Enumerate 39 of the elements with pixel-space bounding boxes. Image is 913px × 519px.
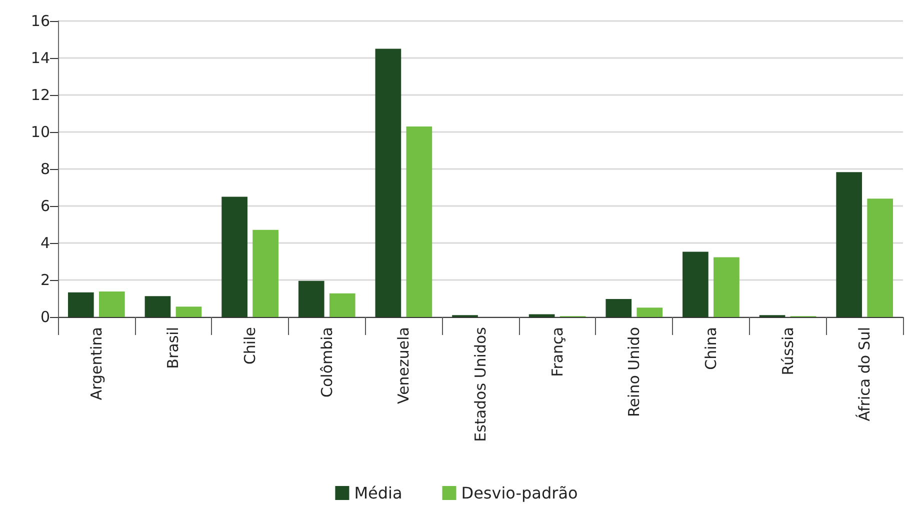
bar [406,126,432,317]
bar [298,280,324,317]
y-tick-label: 14 [30,49,50,67]
y-tick-label: 16 [30,12,50,30]
y-tick-label: 4 [40,234,50,252]
bar [528,314,555,317]
bar [867,198,894,317]
y-tick-label: 10 [30,123,50,141]
y-tick-label: 12 [30,86,50,104]
x-tick-label: Colômbia [318,327,336,398]
x-tick-label: China [702,327,720,370]
bar [176,306,202,317]
x-tick-label: Rússia [778,327,797,376]
bar [252,230,278,317]
bar [682,252,708,317]
bar [222,196,248,317]
bar [144,296,171,317]
x-tick-label: Argentina [87,327,106,400]
y-tick-label: 6 [40,197,50,215]
bar [714,257,740,317]
x-tick-label: Reino Unido [625,327,644,417]
x-tick-label: Chile [241,327,260,365]
bar [375,48,402,317]
x-tick-label: Venezuela [394,327,413,404]
x-tick-label: Estados Unidos [472,326,490,442]
x-tick-label: África do Sul [856,327,874,422]
x-tick-label: Brasil [164,327,182,369]
bar [836,172,862,317]
legend-label: Média [354,484,402,502]
y-tick-label: 0 [40,308,50,326]
x-tick-label: França [548,327,566,377]
legend-label: Desvio-padrão [461,484,578,502]
bar [98,291,125,317]
bar [606,299,632,317]
y-tick-label: 8 [40,160,50,178]
y-tick-label: 2 [40,271,50,289]
bar [329,293,356,317]
bar [68,292,94,317]
bar [636,308,663,317]
